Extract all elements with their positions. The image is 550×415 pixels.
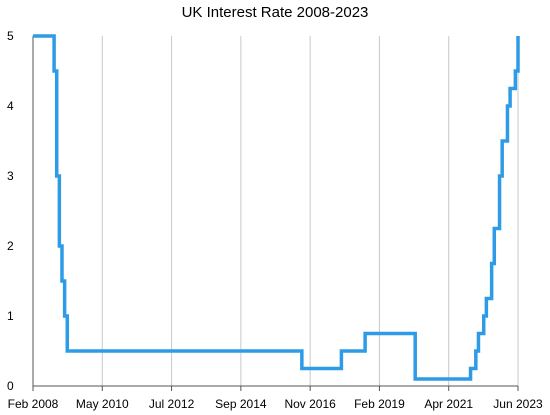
x-tick-label: Apr 2021 — [424, 397, 473, 411]
x-tick-label: Jun 2023 — [493, 397, 543, 411]
chart-title: UK Interest Rate 2008-2023 — [182, 4, 369, 21]
x-tick-label: Feb 2008 — [8, 397, 59, 411]
y-tick-label: 1 — [7, 309, 14, 323]
series-layer — [33, 34, 520, 381]
y-tick-label: 2 — [7, 239, 14, 253]
y-tick-label: 0 — [7, 379, 14, 393]
axis-layer — [32, 36, 519, 391]
x-tick-label: Feb 2019 — [354, 397, 405, 411]
y-tick-label: 4 — [7, 99, 14, 113]
grid-layer — [101, 36, 519, 386]
x-tick-label: Jul 2012 — [149, 397, 195, 411]
x-tick-label: Sep 2014 — [215, 397, 267, 411]
y-tick-label: 5 — [7, 29, 14, 43]
x-tick-label: May 2010 — [76, 397, 129, 411]
y-tick-label: 3 — [7, 169, 14, 183]
series-line — [33, 34, 520, 381]
x-tick-label: Nov 2016 — [284, 397, 336, 411]
tick-labels: Feb 2008 May 2010 Jul 2012 Sep 2014 Nov 2016… — [7, 29, 543, 411]
